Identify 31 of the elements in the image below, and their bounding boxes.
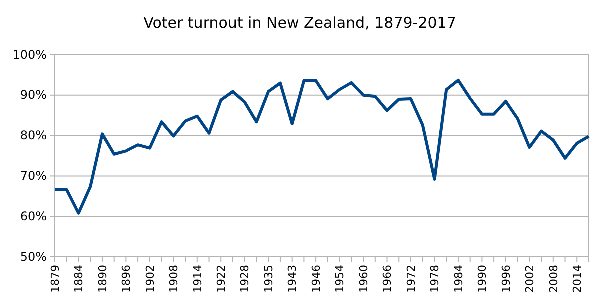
x-tick-label: 1890 (96, 265, 110, 293)
y-tick-label: 50% (20, 250, 47, 264)
x-tick-label: 1972 (404, 265, 418, 293)
x-tick-label: 1935 (262, 265, 276, 293)
x-tick-label: 2002 (524, 265, 537, 293)
x-tick-label: 1943 (286, 265, 300, 293)
x-tick-label: 1996 (500, 265, 513, 293)
y-tick-label: 90% (20, 88, 47, 102)
chart-title: Voter turnout in New Zealand, 1879-2017 (144, 14, 456, 32)
y-tick-label: 100% (12, 48, 47, 62)
x-tick-label: 1984 (452, 265, 466, 293)
x-tick-label: 1928 (238, 265, 252, 293)
x-tick-label: 1896 (120, 265, 134, 293)
x-tick-label: 1960 (357, 265, 370, 293)
y-tick-label: 70% (20, 169, 47, 184)
y-tick-label: 60% (20, 209, 47, 224)
x-tick-label: 1990 (476, 265, 490, 293)
x-tick-label: 1978 (428, 265, 442, 293)
x-tick-label: 1884 (72, 265, 86, 293)
x-tick-label: 1922 (214, 265, 228, 293)
x-tick-label: 1946 (310, 265, 323, 293)
line-series (54, 78, 590, 215)
x-tick-label: 2014 (570, 265, 584, 293)
y-tick-label: 80% (20, 128, 47, 143)
x-tick-label: 1954 (334, 265, 347, 293)
x-tick-label: 1879 (48, 265, 62, 293)
x-tick-label: 1966 (381, 265, 394, 293)
x-tick-label: 1908 (168, 265, 181, 293)
x-tick-label: 2008 (547, 265, 560, 293)
x-tick-label: 1914 (191, 265, 204, 293)
x-tick-label: 1902 (144, 265, 157, 293)
